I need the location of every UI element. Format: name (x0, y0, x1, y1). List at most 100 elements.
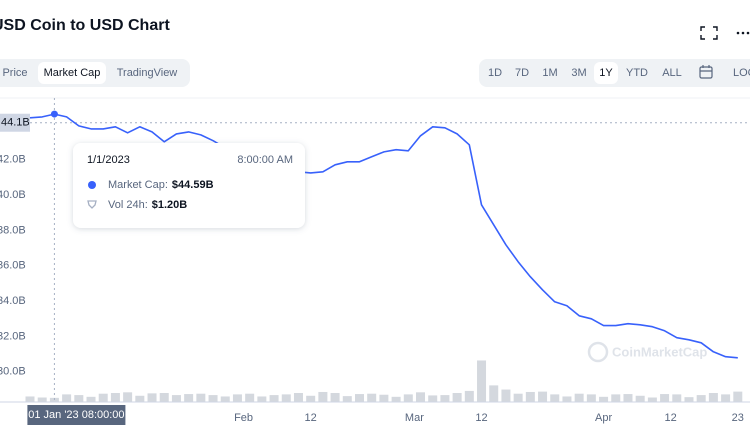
volume-bar (440, 395, 450, 402)
volume-bar (147, 393, 157, 402)
volume-bar (501, 389, 511, 402)
volume-bar (281, 394, 291, 402)
volume-bar (342, 396, 352, 402)
volume-bar (574, 393, 584, 402)
volume-bar (110, 393, 120, 402)
volume-bar (62, 394, 72, 402)
volume-bar (428, 395, 438, 402)
volume-bar (647, 397, 657, 402)
volume-bar (123, 392, 133, 402)
volume-bar (245, 393, 255, 402)
calendar-bar (700, 65, 712, 72)
volume-bar (184, 394, 194, 402)
volume-bar (696, 395, 706, 402)
range-button[interactable]: 1M (542, 67, 557, 79)
volume-bar (672, 394, 682, 402)
volume-bar (159, 393, 169, 402)
volume-bar (379, 394, 389, 402)
volume-bar (196, 393, 206, 402)
volume-bar (208, 395, 218, 402)
volume-bar (660, 394, 670, 402)
volume-bar (269, 395, 279, 402)
volume-bar (513, 393, 523, 402)
volume-bar (611, 394, 621, 402)
active-tab-bg (38, 62, 106, 84)
chart-title: USD Coin to USD Chart (0, 17, 170, 34)
active-range-bg (594, 62, 618, 84)
tooltip-value: $44.59B (172, 179, 214, 191)
fullscreen-icon[interactable] (700, 26, 718, 40)
y-tick-label: 32.0B (0, 330, 26, 342)
x-tick-label: Apr (595, 412, 612, 424)
volume-bar (733, 391, 743, 402)
volume-bar (367, 393, 377, 402)
volume-bar (452, 393, 462, 402)
volume-bar (306, 395, 316, 402)
volume-bar (489, 385, 499, 402)
range-button[interactable]: 1D (488, 67, 502, 79)
watermark: CoinMarketCap (587, 341, 707, 363)
y-tick-label: 36.0B (0, 260, 26, 272)
volume-bar (403, 394, 413, 402)
tooltip-volume: Vol 24h: $1.20B (108, 199, 187, 211)
tooltip-time: 8:00:00 AM (237, 154, 293, 166)
volume-bar (391, 396, 401, 402)
tooltip: 1/1/2023 8:00:00 AM Market Cap: $44.59B Vol … (73, 143, 305, 228)
reference-label-bg (0, 113, 30, 132)
range-button[interactable]: LOG (733, 67, 750, 79)
volume-bar (293, 393, 303, 402)
range-button[interactable]: 1Y (599, 67, 613, 79)
calendar-frame (699, 66, 713, 79)
crosshair-label: 01 Jan '23 08:00:00 (28, 409, 124, 421)
crosshair-label-bg (27, 405, 126, 425)
volume-bar (599, 396, 609, 402)
volume-bar (74, 395, 84, 402)
x-tick-label: 12 (475, 412, 487, 424)
volume-bar (232, 394, 242, 402)
x-tick-label: 23 (732, 412, 744, 424)
volume-bar (464, 390, 474, 402)
tooltip-label: Market Cap: (108, 179, 168, 191)
volume-bar (25, 396, 35, 402)
price-line (29, 113, 738, 359)
range-button[interactable]: 3M (571, 67, 586, 79)
tab[interactable]: TradingView (117, 67, 178, 79)
tooltip-box (73, 143, 305, 228)
range-button[interactable]: ALL (662, 67, 682, 79)
volume-bar (562, 396, 572, 402)
calendar-icon[interactable] (699, 65, 713, 79)
volume-bar (635, 395, 645, 402)
y-tick-label: 34.0B (0, 295, 26, 307)
x-tick-label: 12 (665, 412, 677, 424)
volume-bar (721, 394, 731, 402)
volume-bar (477, 360, 487, 402)
tab[interactable]: Market Cap (44, 67, 101, 79)
reference-label: 44.1B (1, 117, 30, 129)
volume-bar (684, 397, 694, 402)
volume-bar (623, 394, 633, 402)
volume-bar (98, 393, 108, 402)
x-tick-label: Mar (405, 412, 424, 424)
tooltip-value: $1.20B (152, 199, 188, 211)
volume-bar (171, 395, 181, 402)
volume-bar (586, 394, 596, 402)
more-icon[interactable] (736, 31, 750, 35)
hover-point (50, 110, 58, 118)
tooltip-date: 1/1/2023 (87, 154, 130, 166)
volume-bar (220, 396, 230, 402)
y-tick-label: 42.0B (0, 154, 26, 166)
x-tick-label: Feb (234, 412, 253, 424)
tab[interactable]: Price (2, 67, 27, 79)
volume-bar (318, 391, 328, 402)
y-tick-label: 38.0B (0, 224, 26, 236)
volume-bar (550, 394, 560, 402)
watermark-text: CoinMarketCap (612, 344, 707, 359)
y-tick-label: 30.0B (0, 366, 26, 378)
volume-bar (525, 391, 535, 402)
range-button[interactable]: 7D (515, 67, 529, 79)
tooltip-vol-icon (87, 200, 97, 209)
range-button[interactable]: YTD (626, 67, 648, 79)
volume-bar (538, 391, 548, 402)
